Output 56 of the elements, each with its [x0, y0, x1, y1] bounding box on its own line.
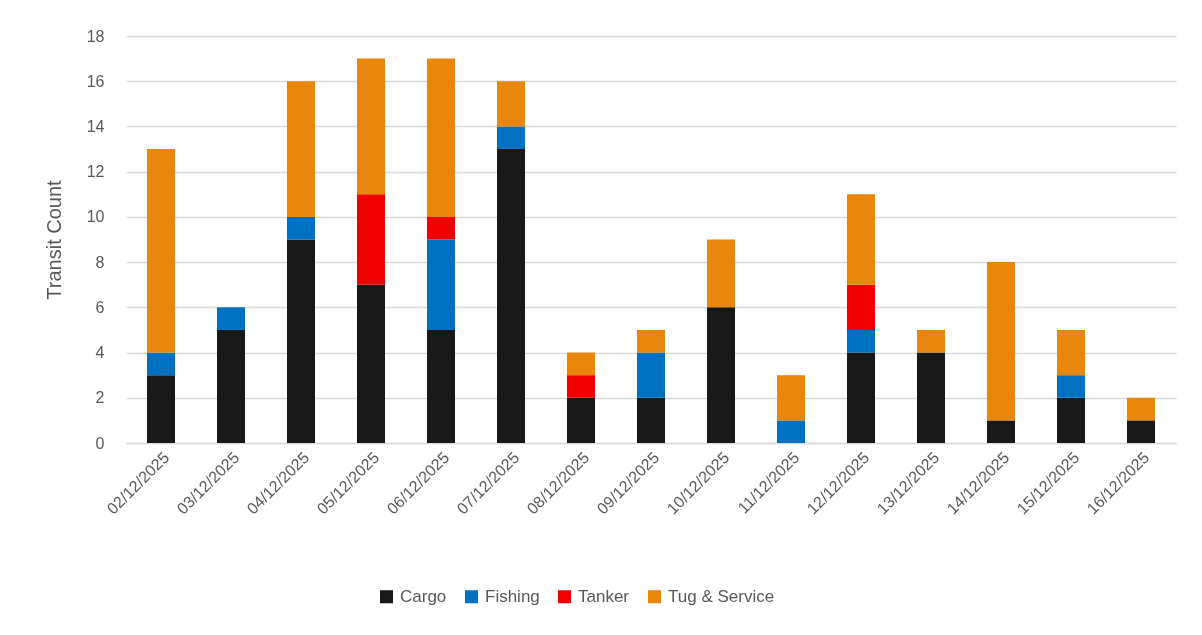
bar: [847, 284, 875, 330]
bar: [1057, 329, 1085, 376]
bar: [917, 352, 945, 443]
bar: [497, 126, 525, 150]
legend-label: Cargo: [400, 586, 447, 606]
bar: [777, 375, 805, 421]
y-tick-label: 12: [86, 163, 105, 181]
y-tick-label: 4: [95, 344, 105, 362]
bar: [1127, 397, 1155, 421]
legend-label: Fishing: [485, 586, 540, 606]
legend-label: Tug & Service: [668, 586, 775, 606]
y-axis-title: Transit Count: [42, 179, 65, 300]
bar: [427, 58, 455, 217]
bar: [147, 352, 175, 376]
legend-label: Tanker: [578, 586, 630, 606]
bar: [357, 194, 385, 285]
bar: [567, 352, 595, 376]
bar: [1127, 420, 1155, 443]
bar: [637, 352, 665, 398]
bar: [427, 216, 455, 240]
y-tick-label: 0: [95, 434, 105, 452]
bar: [567, 397, 595, 443]
y-tick-label: 2: [95, 389, 105, 407]
bar: [987, 420, 1015, 443]
bar: [287, 216, 315, 240]
bar: [357, 284, 385, 443]
bar: [987, 262, 1015, 421]
bar: [287, 239, 315, 443]
bar: [637, 329, 665, 353]
bar: [497, 149, 525, 443]
bar: [567, 375, 595, 398]
y-tick-label: 8: [95, 253, 105, 271]
bar: [707, 307, 735, 443]
bar: [287, 81, 315, 217]
y-tick-label: 10: [86, 208, 105, 226]
bar: [707, 239, 735, 308]
y-tick-label: 18: [86, 27, 105, 45]
bar: [1057, 375, 1085, 398]
bar: [147, 375, 175, 443]
bar: [427, 329, 455, 443]
bar: [847, 329, 875, 353]
y-tick-label: 6: [95, 298, 105, 316]
bar: [147, 149, 175, 353]
bar: [217, 329, 245, 443]
bar: [847, 352, 875, 443]
bar: [777, 420, 805, 443]
bar: [917, 329, 945, 353]
bar: [847, 194, 875, 285]
bar: [497, 81, 525, 127]
bar: [217, 307, 245, 330]
bar: [1057, 397, 1085, 443]
bar: [427, 239, 455, 330]
y-tick-label: 16: [86, 72, 105, 90]
bar: [637, 397, 665, 443]
y-tick-label: 14: [86, 117, 105, 135]
bar: [357, 58, 385, 195]
